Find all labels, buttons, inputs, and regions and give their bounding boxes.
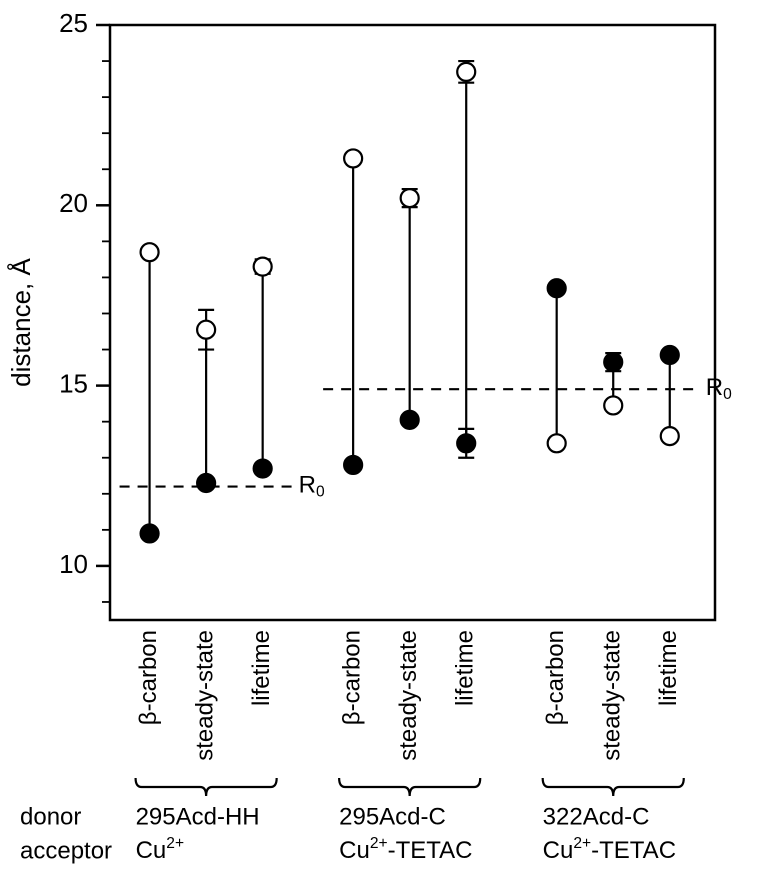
- marker-open: [254, 258, 272, 276]
- method-label: lifetime: [248, 630, 275, 706]
- row-label-donor: donor: [20, 803, 81, 830]
- marker-filled: [457, 434, 475, 452]
- method-label: lifetime: [452, 630, 479, 706]
- method-label: steady-state: [599, 630, 626, 761]
- marker-filled: [344, 456, 362, 474]
- method-label: lifetime: [655, 630, 682, 706]
- marker-filled: [197, 474, 215, 492]
- y-tick-label: 15: [59, 368, 88, 398]
- marker-open: [401, 189, 419, 207]
- marker-filled: [141, 524, 159, 542]
- method-label: β-carbon: [338, 630, 365, 725]
- method-label: steady-state: [191, 630, 218, 761]
- marker-filled: [604, 353, 622, 371]
- y-tick-label: 25: [59, 8, 88, 38]
- method-label: β-carbon: [542, 630, 569, 725]
- acceptor-label: Cu2+-TETAC: [339, 835, 472, 864]
- row-label-acceptor: acceptor: [20, 837, 112, 864]
- marker-filled: [401, 411, 419, 429]
- acceptor-label: Cu2+-TETAC: [543, 835, 676, 864]
- marker-filled: [254, 460, 272, 478]
- donor-label: 295Acd-C: [339, 803, 446, 830]
- marker-open: [141, 243, 159, 261]
- y-tick-label: 20: [59, 188, 88, 218]
- marker-open: [197, 321, 215, 339]
- marker-open: [604, 396, 622, 414]
- marker-open: [344, 149, 362, 167]
- marker-filled: [661, 346, 679, 364]
- marker-open: [661, 427, 679, 445]
- chart-background: [0, 0, 776, 874]
- method-label: steady-state: [395, 630, 422, 761]
- marker-filled: [548, 279, 566, 297]
- donor-label: 322Acd-C: [543, 803, 650, 830]
- marker-open: [457, 63, 475, 81]
- marker-open: [548, 434, 566, 452]
- y-tick-label: 10: [59, 549, 88, 579]
- y-axis-label: distance, Å: [6, 258, 36, 387]
- method-label: β-carbon: [135, 630, 162, 725]
- donor-label: 295Acd-HH: [136, 803, 260, 830]
